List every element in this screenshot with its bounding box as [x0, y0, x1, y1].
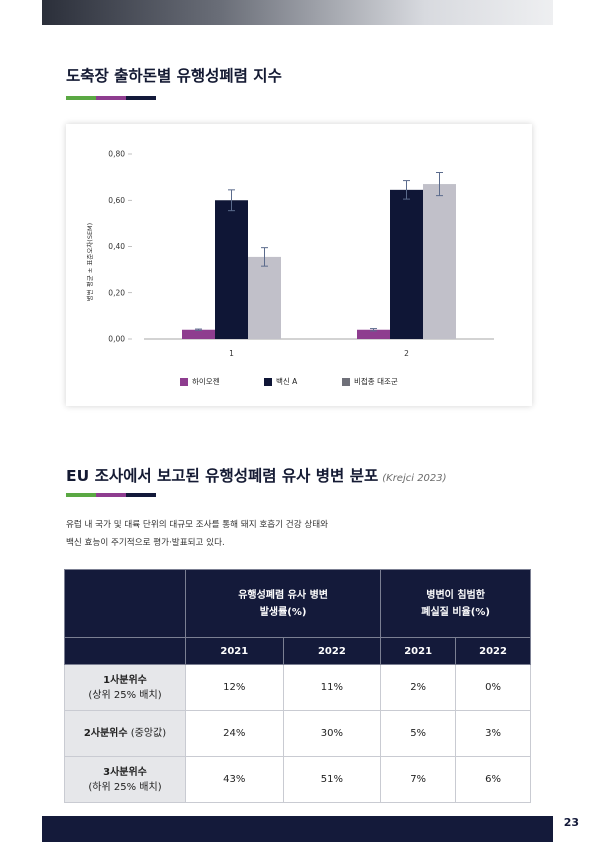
citation: (Krejci 2023) [382, 473, 447, 484]
page-number: 23 [563, 816, 579, 829]
bar [390, 189, 423, 339]
table-cell: 7% [380, 756, 457, 803]
bar-chart-card: 0,00 0,20 0,40 0,60 0,80 1 2 병변 평균 ± 표준오차(SEM)… [66, 124, 532, 406]
x-tick-label: 1 [229, 349, 234, 358]
y-axis-label: 병변 평균 ± 표준오차(SEM) [85, 223, 94, 301]
table-cell: 6% [455, 756, 531, 803]
year-header: 2021 [185, 637, 284, 665]
row-label: 3사분위수 (하위 25% 배치) [64, 756, 186, 803]
title-underline [66, 96, 156, 100]
section2-title: EU 조사에서 보고된 유행성폐렴 유사 병변 분포 (Krejci 2023) [66, 464, 447, 486]
y-tick-label: 0,40 [108, 242, 125, 251]
table-row: 1사분위수 (상위 25% 배치) 12% 11% 2% 0% [64, 664, 531, 711]
y-tick-label: 0,80 [108, 150, 125, 159]
legend-swatch [180, 377, 188, 386]
bar [182, 329, 215, 339]
y-tick-label: 0,00 [108, 335, 125, 344]
legend-item: 백신 A [264, 376, 297, 387]
year-header: 2022 [455, 637, 531, 665]
legend-label: 비접종 대조군 [354, 377, 398, 386]
table-cell: 0% [455, 664, 531, 711]
lesion-stats-table: 유행성폐렴 유사 병변 발생률(%) 병변이 침범한 폐실질 비율(%) 202… [64, 569, 531, 803]
table-cell: 12% [185, 664, 284, 711]
table-row: 3사분위수 (하위 25% 배치) 43% 51% 7% 6% [64, 756, 531, 803]
table-corner [64, 569, 186, 638]
bar [357, 329, 390, 339]
year-header: 2021 [380, 637, 457, 665]
table-cell: 43% [185, 756, 284, 803]
table-row: 2사분위수 (중앙값) 24% 30% 5% 3% [64, 710, 531, 757]
header-band [42, 0, 553, 25]
legend-label: 하이오젠 [192, 377, 220, 386]
section1-title: 도축장 출하돈별 유행성폐렴 지수 [66, 67, 282, 85]
intro-line: 백신 효능이 주기적으로 평가·발표되고 있다. [66, 538, 225, 548]
intro-paragraph: 유럽 내 국가 및 대륙 단위의 대규모 조사를 통해 돼지 호흡기 건강 상태… [66, 516, 536, 552]
y-tick-label: 0,60 [108, 196, 125, 205]
legend-item: 하이오젠 [180, 376, 220, 387]
group-header-lung-area: 병변이 침범한 폐실질 비율(%) [380, 569, 531, 638]
table-cell: 11% [282, 664, 382, 711]
bar [423, 184, 456, 339]
table-cell: 51% [282, 756, 382, 803]
section2-title-text: EU 조사에서 보고된 유행성폐렴 유사 병변 분포 [66, 467, 379, 485]
bar [248, 256, 281, 339]
table-cell: 24% [185, 710, 284, 757]
legend-swatch [264, 377, 272, 386]
row-label: 2사분위수 (중앙값) [64, 710, 186, 757]
table-corner [64, 637, 186, 665]
bar-chart: 0,00 0,20 0,40 0,60 0,80 1 2 병변 평균 ± 표준오차(SEM) [85, 150, 494, 358]
row-label: 1사분위수 (상위 25% 배치) [64, 664, 186, 711]
year-header: 2022 [282, 637, 382, 665]
footer-bar [42, 816, 553, 842]
table-cell: 2% [380, 664, 457, 711]
x-tick-label: 2 [404, 349, 409, 358]
intro-line: 유럽 내 국가 및 대륙 단위의 대규모 조사를 통해 돼지 호흡기 건강 상태… [66, 520, 329, 530]
legend-item: 비접종 대조군 [342, 376, 398, 387]
title-underline [66, 493, 156, 497]
legend-label: 백신 A [276, 377, 298, 386]
table-cell: 3% [455, 710, 531, 757]
bar [215, 200, 248, 339]
chart-legend: 하이오젠 백신 A 비접종 대조군 [66, 376, 532, 390]
legend-swatch [342, 377, 350, 386]
table-cell: 5% [380, 710, 457, 757]
group-header-incidence: 유행성폐렴 유사 병변 발생률(%) [184, 569, 382, 638]
table-cell: 30% [282, 710, 382, 757]
y-tick-label: 0,20 [108, 288, 125, 297]
